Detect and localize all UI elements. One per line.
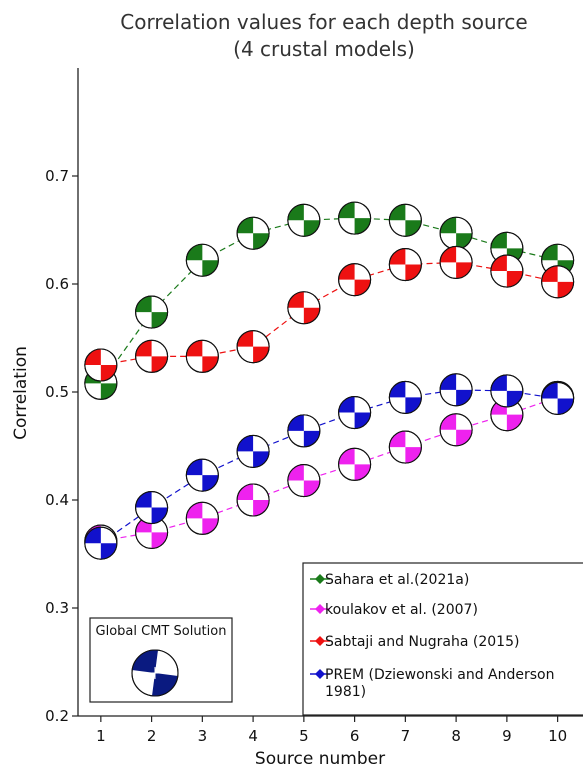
data-point-series-3-x2 — [135, 339, 169, 373]
data-point-series-3-x5 — [287, 291, 321, 325]
x-tick-label: 2 — [147, 727, 157, 745]
x-tick-label: 7 — [401, 727, 411, 745]
series-line-3 — [100, 261, 558, 366]
y-tick-label: 0.6 — [45, 275, 69, 293]
inset-beachball-icon — [131, 649, 179, 697]
legend: Sahara et al.(2021a) koulakov et al. (200… — [302, 562, 583, 716]
legend-marker — [315, 574, 325, 584]
data-point-series-3-x8 — [439, 245, 473, 279]
data-point-series-2-x8 — [439, 413, 473, 447]
x-tick-label: 6 — [350, 727, 360, 745]
legend-marker — [315, 669, 325, 679]
x-axis-title: Source number — [255, 749, 385, 769]
data-point-series-2-x7 — [388, 430, 422, 464]
y-tick-label: 0.7 — [45, 167, 69, 185]
data-point-series-1-x6 — [338, 201, 372, 235]
data-point-series-2-x6 — [338, 447, 372, 481]
data-point-series-3-x4 — [236, 330, 270, 364]
data-point-series-3-x7 — [388, 248, 422, 282]
y-axis-title: Correlation — [11, 346, 31, 440]
data-point-series-3-x6 — [338, 263, 372, 297]
inset-label: Global CMT Solution — [96, 624, 227, 639]
data-point-series-3-x9 — [490, 254, 524, 288]
x-tick-label: 1 — [96, 727, 106, 745]
series-line-2 — [100, 396, 558, 542]
data-point-series-3-x10 — [541, 265, 575, 299]
axis-ticks: 0.2 0.3 0.4 0.5 0.6 0.7 1 2 3 4 5 6 7 8 9 10 — [45, 167, 567, 745]
y-tick-label: 0.3 — [45, 599, 69, 617]
x-tick-label: 8 — [451, 727, 461, 745]
data-point-series-2-x4 — [236, 483, 270, 517]
data-point-series-4-x3 — [185, 458, 219, 492]
data-point-series-1-x3 — [185, 243, 219, 277]
data-point-series-4-x1 — [84, 526, 118, 560]
series-line-1 — [100, 217, 558, 384]
x-tick-label: 3 — [198, 727, 208, 745]
data-point-series-4-x6 — [338, 395, 372, 430]
data-point-series-2-x5 — [287, 464, 321, 498]
legend-box — [302, 562, 583, 716]
chart-title-line-2: (4 crustal models) — [233, 37, 415, 61]
data-point-series-4-x7 — [388, 380, 422, 414]
data-point-series-2-x9 — [490, 398, 524, 432]
chart-title-line-1: Correlation values for each depth source — [120, 10, 527, 34]
y-tick-label: 0.5 — [45, 383, 69, 401]
legend-marker — [315, 604, 325, 614]
data-point-series-1-x5 — [287, 203, 321, 237]
data-point-series-3-x1 — [84, 348, 118, 382]
x-tick-label: 10 — [548, 727, 567, 745]
legend-label: koulakov et al. (2007) — [325, 602, 478, 618]
data-point-series-4-x5 — [287, 414, 321, 448]
data-point-series-4-x4 — [236, 434, 270, 468]
data-point-series-1-x8 — [439, 216, 473, 250]
legend-label: Sahara et al.(2021a) — [325, 572, 469, 588]
legend-label: Sabtaji and Nugraha (2015) — [325, 634, 519, 650]
data-point-series-4-x10 — [541, 381, 575, 416]
series-line-4 — [100, 389, 558, 544]
x-tick-label: 9 — [502, 727, 512, 745]
data-point-series-1-x7 — [388, 203, 422, 237]
y-tick-label: 0.2 — [45, 707, 69, 725]
data-point-series-4-x9 — [490, 374, 524, 408]
inset-cmt: Global CMT Solution — [89, 617, 233, 703]
y-tick-label: 0.4 — [45, 491, 69, 509]
series-layer — [84, 201, 575, 560]
legend-entries: Sahara et al.(2021a) koulakov et al. (200… — [310, 572, 555, 700]
data-point-series-3-x3 — [185, 339, 219, 373]
x-tick-label: 5 — [299, 727, 309, 745]
legend-label: 1981) — [325, 684, 366, 700]
data-point-series-4-x8 — [439, 373, 473, 407]
legend-label: PREM (Dziewonski and Anderson — [325, 667, 555, 683]
data-point-series-2-x3 — [185, 501, 219, 535]
data-point-series-4-x2 — [135, 491, 169, 525]
legend-marker — [315, 636, 325, 646]
data-point-series-1-x2 — [135, 295, 169, 329]
x-tick-label: 4 — [248, 727, 258, 745]
data-point-series-1-x4 — [236, 216, 270, 250]
